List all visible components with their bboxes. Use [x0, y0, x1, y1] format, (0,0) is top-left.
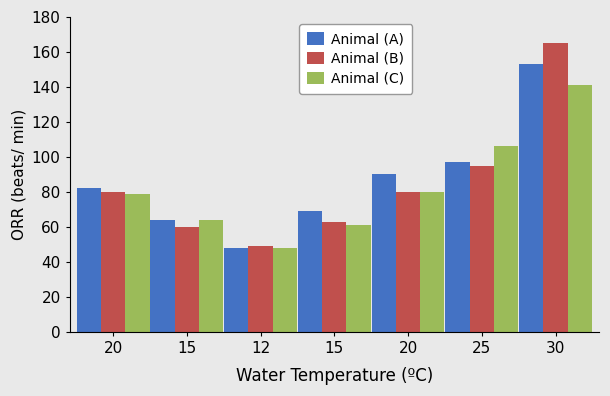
Legend: Animal (A), Animal (B), Animal (C): Animal (A), Animal (B), Animal (C) — [299, 24, 412, 94]
Bar — [199, 220, 223, 332]
Bar — [174, 227, 199, 332]
Bar — [544, 43, 568, 332]
X-axis label: Water Temperature (ºC): Water Temperature (ºC) — [235, 367, 433, 385]
Bar — [273, 248, 297, 332]
Bar — [101, 192, 125, 332]
Bar — [125, 194, 149, 332]
Bar — [519, 64, 544, 332]
Bar — [77, 188, 101, 332]
Bar — [494, 147, 518, 332]
Bar — [420, 192, 445, 332]
Bar — [445, 162, 470, 332]
Bar — [470, 166, 494, 332]
Y-axis label: ORR (beats/ min): ORR (beats/ min) — [11, 109, 26, 240]
Bar — [298, 211, 322, 332]
Bar — [248, 246, 273, 332]
Bar — [396, 192, 420, 332]
Bar — [151, 220, 174, 332]
Bar — [346, 225, 371, 332]
Bar — [322, 222, 346, 332]
Bar — [224, 248, 248, 332]
Bar — [371, 174, 396, 332]
Bar — [568, 85, 592, 332]
